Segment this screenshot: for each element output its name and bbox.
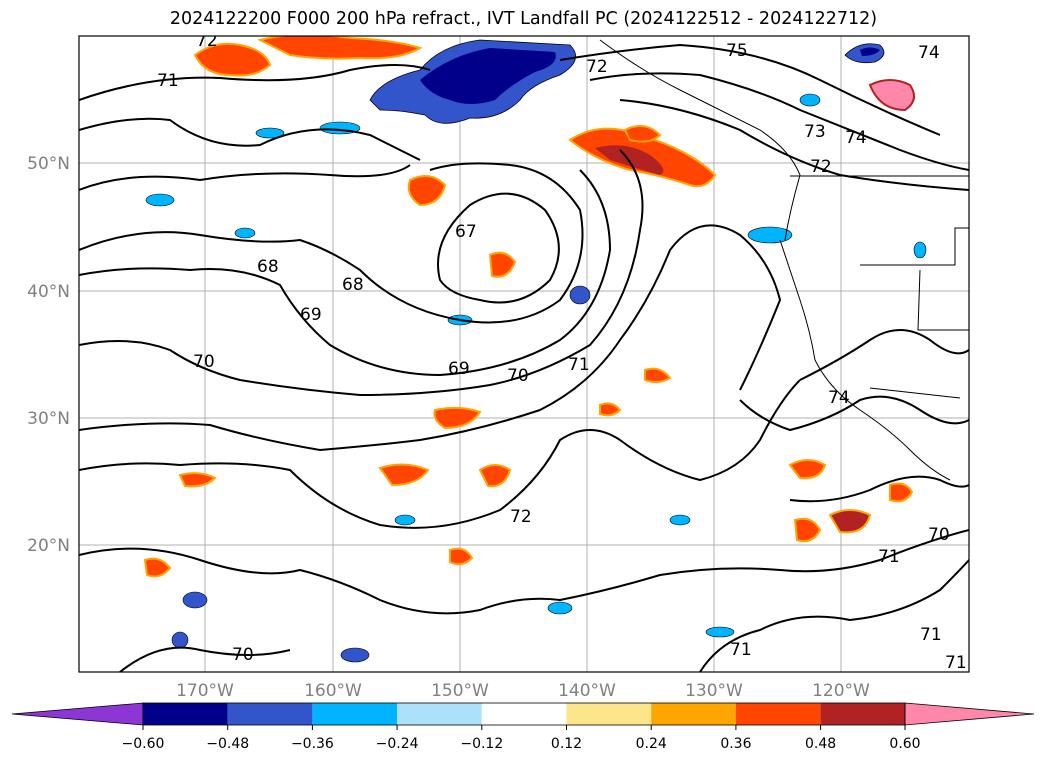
contour-label: 70 xyxy=(928,525,950,545)
contour-lines xyxy=(79,43,969,672)
contour-label: 75 xyxy=(726,41,748,61)
map-panel: 72 71 75 74 72 73 74 72 67 68 68 69 70 6… xyxy=(79,31,969,673)
contour-label: 72 xyxy=(196,31,218,51)
contour-label: 71 xyxy=(920,625,942,645)
latitude-labels: 50°N 40°N 30°N 20°N xyxy=(27,154,70,556)
colorbar-tick-labels: −0.60 −0.48 −0.36 −0.24 −0.12 0.12 0.24 … xyxy=(122,736,921,752)
blue-speckles xyxy=(145,93,927,663)
colorbar-bin xyxy=(820,703,905,725)
lon-label: 130°W xyxy=(685,681,743,701)
longitude-labels: 170°W 160°W 150°W 140°W 130°W 120°W xyxy=(176,681,870,701)
colorbar-tick-label: −0.12 xyxy=(460,736,503,752)
lon-label: 150°W xyxy=(431,681,489,701)
contour-label: 71 xyxy=(157,71,179,91)
contour-label: 72 xyxy=(810,157,832,177)
lon-label: 160°W xyxy=(304,681,362,701)
colorbar-tick-label: 0.60 xyxy=(889,736,920,752)
colorbar-bin xyxy=(566,703,652,725)
lat-label: 30°N xyxy=(27,409,70,429)
contour-label: 74 xyxy=(828,388,850,408)
colorbar-tick-label: −0.36 xyxy=(291,736,334,752)
contour-label: 73 xyxy=(804,122,826,142)
contour-label: 70 xyxy=(232,645,254,665)
colorbar-left-extension xyxy=(11,702,144,726)
contour-label: 69 xyxy=(300,305,322,325)
colorbar-right-extension xyxy=(904,702,1035,726)
contour-label: 68 xyxy=(342,275,364,295)
lat-label: 20°N xyxy=(27,536,70,556)
lon-label: 170°W xyxy=(176,681,234,701)
contour-label: 69 xyxy=(448,359,470,379)
colorbar-tick-label: −0.60 xyxy=(122,736,165,752)
plot-title: 2024122200 F000 200 hPa refract., IVT La… xyxy=(169,9,878,29)
colorbar-bin xyxy=(312,703,398,725)
colorbar: −0.60 −0.48 −0.36 −0.24 −0.12 0.12 0.24 … xyxy=(11,702,1035,752)
colorbar-tick-label: −0.48 xyxy=(206,736,249,752)
contour-label: 68 xyxy=(257,257,279,277)
lat-label: 40°N xyxy=(27,282,70,302)
colorbar-ticks xyxy=(142,725,906,730)
map-frame xyxy=(78,35,970,673)
colorbar-bin xyxy=(143,703,228,725)
contour-label: 71 xyxy=(945,653,967,673)
colorbar-bin xyxy=(397,703,482,725)
colorbar-bin xyxy=(227,703,313,725)
lon-label: 140°W xyxy=(558,681,616,701)
negative-anomaly-blob xyxy=(369,39,885,124)
colorbar-bin xyxy=(735,703,821,725)
colorbar-tick-label: −0.24 xyxy=(376,736,419,752)
contour-label: 72 xyxy=(510,507,532,527)
contour-labels: 72 71 75 74 72 73 74 72 67 68 68 69 70 6… xyxy=(157,31,967,673)
contour-label: 71 xyxy=(568,355,590,375)
colorbar-bin xyxy=(481,703,567,725)
colorbar-bin xyxy=(651,703,736,725)
lon-label: 120°W xyxy=(812,681,870,701)
contour-label: 74 xyxy=(918,43,940,63)
contour-label: 74 xyxy=(845,128,867,148)
colorbar-tick-label: 0.12 xyxy=(551,736,582,752)
coastline xyxy=(599,39,969,481)
contour-label: 67 xyxy=(455,222,477,242)
colorbar-tick-label: 0.48 xyxy=(805,736,836,752)
colorbar-tick-label: 0.24 xyxy=(636,736,667,752)
contour-label: 71 xyxy=(730,640,752,660)
contour-label: 71 xyxy=(878,547,900,567)
contour-label: 70 xyxy=(507,366,529,386)
lat-label: 50°N xyxy=(27,154,70,174)
contour-label: 72 xyxy=(586,57,608,77)
contour-label: 70 xyxy=(193,352,215,372)
gridlines xyxy=(79,36,969,672)
colorbar-tick-label: 0.36 xyxy=(720,736,751,752)
colorbar-outline xyxy=(142,702,906,726)
positive-anomaly-blob xyxy=(143,36,915,578)
